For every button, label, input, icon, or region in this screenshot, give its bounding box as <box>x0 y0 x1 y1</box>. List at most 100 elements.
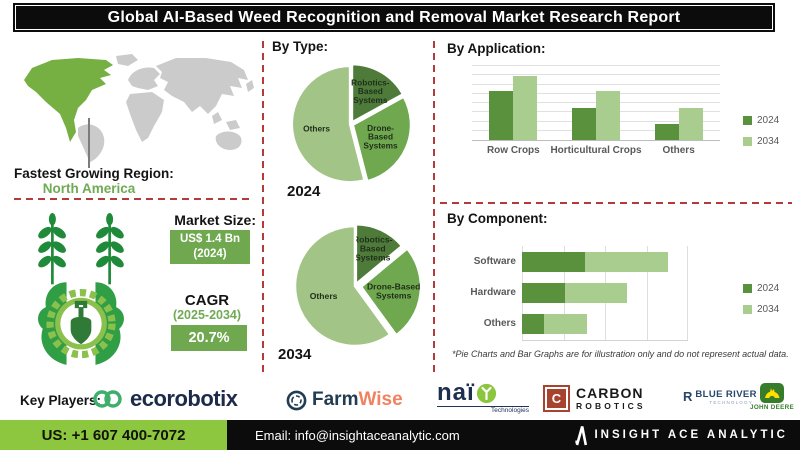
logo-farmwise: FarmWise <box>286 389 403 411</box>
gridline <box>472 83 720 85</box>
separator-column-1 <box>262 38 264 372</box>
gridline <box>472 74 720 76</box>
legend-item-2024: 2024 <box>743 115 779 126</box>
bar-row-crops-2034 <box>513 75 538 140</box>
category-label-row-crops: Row Crops <box>486 145 540 156</box>
pie-chart-2024: Robotics-Based Systems Drone-Based Systems O… <box>290 62 413 184</box>
bar-others-2024 <box>654 124 679 140</box>
key-players-label: Key Players: <box>20 393 102 408</box>
continent-southeast-asia <box>212 112 240 130</box>
naio-plant-icon <box>476 383 496 403</box>
pie-2034-year-label: 2034 <box>278 346 312 363</box>
phone-number: US: +1 607 400-7072 <box>41 426 186 444</box>
wheat-left-icon <box>38 213 66 285</box>
legend-swatch-2034 <box>743 305 752 314</box>
insight-ace-a-icon <box>575 425 588 445</box>
cagr-period: (2025-2034) <box>172 308 242 322</box>
component-legend: 2024 2034 <box>743 283 779 325</box>
legend-swatch-2034 <box>743 137 752 146</box>
john-deere-deer-icon <box>760 383 784 403</box>
row-label-others: Others <box>483 318 516 330</box>
bar-horticultural-crops-2024 <box>572 108 596 140</box>
footer-email-bar: Email: info@insightaceanalytic.com INSIG… <box>227 420 800 450</box>
category-label-others: Others <box>662 145 695 156</box>
pie-label-drone-based-systems: Drone-Based Systems <box>363 123 398 150</box>
logo-carbon-robotics: C CARBON ROBOTICS <box>543 385 646 412</box>
bar-software-2034 <box>585 251 669 272</box>
world-map <box>24 54 254 162</box>
pie-slice-drone-based-systems <box>351 95 413 183</box>
legend-swatch-2024 <box>743 284 752 293</box>
map-pointer-line <box>88 118 90 168</box>
brand-lockup: INSIGHT ACE ANALYTIC <box>574 420 788 450</box>
farmwise-swirl-icon <box>286 390 307 410</box>
continent-greenland <box>116 54 138 66</box>
blue-river-wordmark: BLUE RIVER TECHNOLOGY <box>695 389 757 406</box>
islands-japan <box>246 80 254 92</box>
application-legend: 2024 2034 <box>743 115 779 157</box>
continent-australia <box>215 131 242 150</box>
bar-others-2034 <box>543 314 587 335</box>
component-row-labels: Software Hardware Others <box>440 246 516 340</box>
bar-hardware-2034 <box>565 283 627 303</box>
continent-europe <box>128 67 160 90</box>
pie-chart-2034: Robotics-Based Systems Drone-Based Systems O… <box>293 222 421 348</box>
john-deere-wordmark: JOHN DEERE <box>750 404 794 411</box>
continent-africa <box>126 92 164 142</box>
pie-slice-robotics-based-systems <box>354 222 404 287</box>
cagr-label: CAGR <box>184 292 230 309</box>
logo-ecorobotix: ecorobotix <box>92 386 238 412</box>
agri-ai-illustration <box>38 213 124 365</box>
pie-label-drone-based-systems: Drone-Based Systems <box>367 281 420 300</box>
by-application-heading: By Application: <box>447 41 546 56</box>
separator-column-2 <box>433 38 435 372</box>
legend-label-2024: 2024 <box>757 115 780 126</box>
pie-label-others: Others <box>303 123 330 133</box>
cagr-value-box: 20.7% <box>171 325 247 351</box>
wheat-right-icon <box>96 213 124 285</box>
page-title: Global AI-Based Weed Recognition and Rem… <box>15 5 773 30</box>
legend-label-2034: 2034 <box>757 136 780 147</box>
brand-name: INSIGHT ACE ANALYTIC <box>594 429 788 441</box>
blue-river-r-icon: R <box>683 389 693 404</box>
by-type-heading: By Type: <box>272 39 329 54</box>
bar-horticultural-crops-2034 <box>596 91 620 140</box>
ecorobotix-rings-icon <box>93 390 122 408</box>
legend-swatch-2024 <box>743 116 752 125</box>
bar-others-2034 <box>678 108 703 140</box>
market-size-value: US$ 1.4 Bn <box>179 233 241 246</box>
continent-north-america <box>24 58 113 142</box>
gridline <box>472 65 720 66</box>
pie-slice-drone-based-systems <box>359 246 421 338</box>
legend-label-2024: 2024 <box>757 283 780 294</box>
by-component-heading: By Component: <box>447 211 548 226</box>
carbon-wordmark: CARBON ROBOTICS <box>576 385 646 411</box>
application-bar-chart: Row Crops Horticultural Crops Others <box>472 65 720 156</box>
logo-john-deere: JOHN DEERE <box>749 383 795 411</box>
market-size-year: (2024) <box>193 248 227 260</box>
pie-slice-robotics-based-systems <box>350 62 405 125</box>
ecorobotix-wordmark: ecorobotix <box>130 386 238 411</box>
logo-naio-technologies: naï Technologies <box>437 381 529 414</box>
carbon-c-icon: C <box>543 385 570 412</box>
legend-item-2034: 2034 <box>743 304 779 315</box>
row-label-software: Software <box>473 255 516 267</box>
gridline <box>646 246 648 340</box>
separator-right <box>440 202 792 204</box>
component-bar-chart <box>522 246 688 341</box>
fastest-growing-region-label: Fastest Growing Region: <box>14 166 174 181</box>
pie-label-robotics-based-systems: Robotics-Based Systems <box>351 77 390 104</box>
bar-row-crops-2024 <box>489 91 514 140</box>
bar-hardware-2024 <box>522 283 566 303</box>
naio-technologies-label: Technologies <box>437 406 529 414</box>
pie-slice-others <box>290 64 366 184</box>
bar-software-2024 <box>522 251 586 272</box>
continent-asia <box>156 58 248 114</box>
market-size-label: Market Size: <box>174 212 256 228</box>
row-label-hardware: Hardware <box>470 287 516 298</box>
category-label-horticultural-crops: Horticultural Crops <box>550 145 642 156</box>
market-size-value-box: US$ 1.4 Bn (2024) <box>170 230 250 264</box>
legend-item-2024: 2024 <box>743 283 779 294</box>
legend-item-2034: 2034 <box>743 136 779 147</box>
